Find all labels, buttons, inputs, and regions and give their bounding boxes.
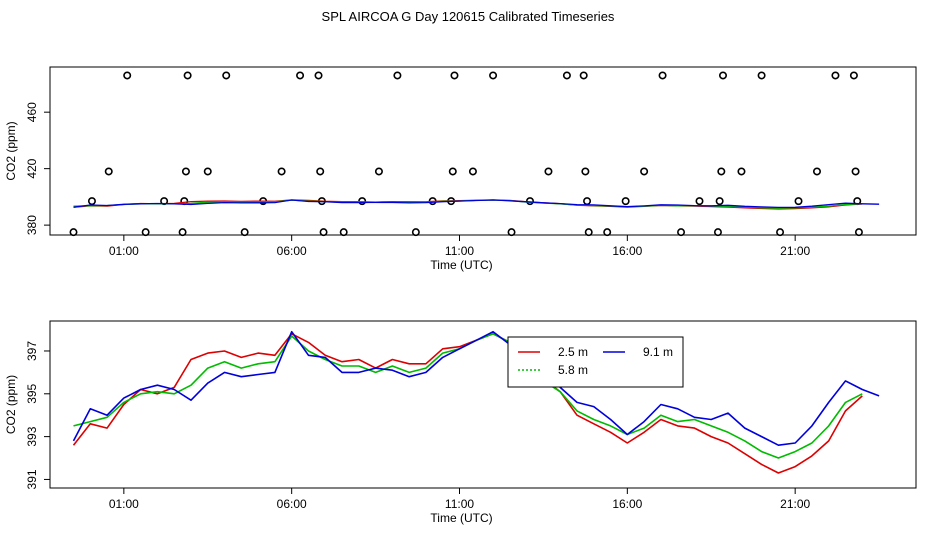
panel1-reference-point [737, 167, 746, 176]
panel1-reference-point [717, 167, 726, 176]
panel1-reference-point [339, 228, 348, 237]
panel2-x-tick-label: 11:00 [445, 497, 474, 511]
panel1-reference-point [851, 167, 860, 176]
panel2-x-axis-label: Time (UTC) [430, 511, 492, 525]
panel1-reference-point [640, 167, 649, 176]
panel1-plot-frame [49, 66, 917, 236]
panel1-reference-point [776, 228, 785, 237]
panel2-y-tick-label: 391 [25, 469, 39, 489]
panel1-reference-point [658, 71, 667, 80]
panel1-reference-point [544, 167, 553, 176]
panel1-x-tick-label: 11:00 [445, 244, 474, 258]
panel1-reference-point [69, 228, 78, 237]
panel2-y-axis-label: CO2 (ppm) [4, 375, 18, 434]
panel1-x-axis-label: Time (UTC) [430, 258, 492, 272]
panel1-reference-point [677, 228, 686, 237]
panel1-reference-point [812, 167, 821, 176]
panel2-x-tick-label: 21:00 [780, 497, 810, 511]
panel1-reference-point [203, 167, 212, 176]
chart-title: SPL AIRCOA G Day 120615 Calibrated Times… [321, 9, 615, 24]
panel1-reference-point [849, 71, 858, 80]
panel1-reference-point [374, 167, 383, 176]
panel1-x-tick-label: 01:00 [109, 244, 139, 258]
series-line-91m [72, 330, 880, 447]
panel1-reference-point [718, 71, 727, 80]
panel1-reference-point [507, 228, 516, 237]
panel1-reference-point [181, 167, 190, 176]
panel1-y-tick-label: 380 [25, 215, 39, 235]
panel2-x-tick-label: 06:00 [277, 497, 307, 511]
panel1-reference-point [583, 197, 592, 206]
panel1-reference-point [178, 228, 187, 237]
panel2-y-tick-label: 397 [25, 341, 39, 361]
panel1-reference-point [525, 197, 534, 206]
series-line-25m [72, 332, 863, 474]
panel1-y-axis-label: CO2 (ppm) [4, 121, 18, 180]
panel1-reference-point [715, 197, 724, 206]
panel1-reference-point [603, 228, 612, 237]
panel1-reference-point [316, 167, 325, 176]
panel1-reference-point [489, 71, 498, 80]
panel1-reference-point [621, 197, 630, 206]
panel1-reference-point [450, 71, 459, 80]
panel1-reference-point [562, 71, 571, 80]
panel2-y-tick-label: 393 [25, 426, 39, 446]
panel1-reference-point [222, 71, 231, 80]
panel1-reference-point [296, 71, 305, 80]
panel1-x-tick-label: 16:00 [612, 244, 642, 258]
panel2-x-tick-label: 01:00 [109, 497, 139, 511]
panel1-reference-point [393, 71, 402, 80]
panel1-reference-point [584, 228, 593, 237]
panel1-reference-point [104, 167, 113, 176]
panel1-reference-point [314, 71, 323, 80]
panel1-reference-point [183, 71, 192, 80]
panel1-reference-point [713, 228, 722, 237]
legend: 2.5 m 9.1 m 5.8 m [507, 336, 684, 388]
panel1-reference-point [854, 228, 863, 237]
legend-label: 2.5 m [558, 345, 588, 359]
legend-box [507, 336, 684, 388]
panel1-reference-point [579, 71, 588, 80]
panel1-reference-point [695, 197, 704, 206]
panel1-x-tick-label: 06:00 [277, 244, 307, 258]
panel1-reference-point [240, 228, 249, 237]
panel1-reference-point [448, 167, 457, 176]
panel1-y-tick-label: 420 [25, 158, 39, 178]
panel1-reference-point [468, 167, 477, 176]
legend-label: 5.8 m [558, 363, 588, 377]
panel1-reference-point [123, 71, 132, 80]
panel1-reference-point [141, 228, 150, 237]
panel1-reference-point [831, 71, 840, 80]
panel1-reference-point [581, 167, 590, 176]
panel1-reference-point [87, 197, 96, 206]
panel2-x-tick-label: 16:00 [612, 497, 642, 511]
panel1-reference-point [319, 228, 328, 237]
series-line-58m [73, 332, 863, 459]
panel1-series-line-91m [73, 199, 880, 209]
panel2-plot-frame [49, 320, 917, 489]
panel1-y-tick-label: 460 [25, 102, 39, 122]
panel1-x-tick-label: 21:00 [780, 244, 810, 258]
panel1-reference-point [794, 197, 803, 206]
legend-label: 9.1 m [643, 345, 673, 359]
panel1-reference-point [277, 167, 286, 176]
panel1-reference-point [757, 71, 766, 80]
panel1-reference-point [411, 228, 420, 237]
panel2-y-tick-label: 395 [25, 383, 39, 403]
